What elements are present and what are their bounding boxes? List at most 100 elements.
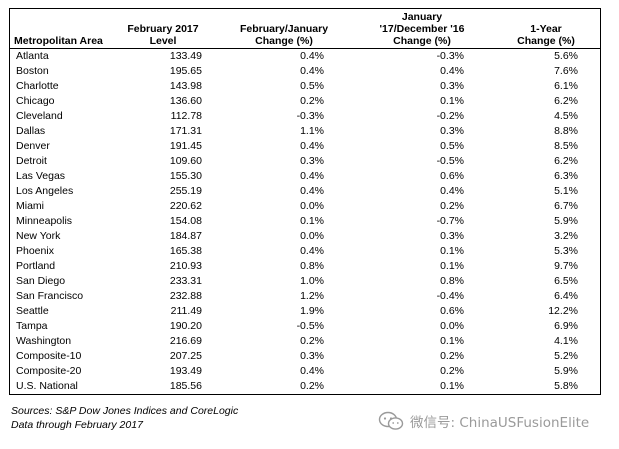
cell-area: Tampa <box>16 320 48 332</box>
cell-dec-change: 0.5% <box>440 140 464 152</box>
cell-mom-change: 0.2% <box>300 95 324 107</box>
cell-area: Cleveland <box>16 110 63 122</box>
cell-level: 184.87 <box>169 230 202 242</box>
cell-yoy-change: 5.6% <box>554 50 578 62</box>
cell-area: San Francisco <box>16 290 84 302</box>
table-row: Phoenix 165.38 0.4% 0.1% 5.3% <box>10 244 600 259</box>
table-row: San Francisco 232.88 1.2% -0.4% 6.4% <box>10 289 600 304</box>
footnote: Sources: S&P Dow Jones Indices and CoreL… <box>11 404 238 432</box>
cell-yoy-change: 5.8% <box>554 380 578 392</box>
table-row: Composite-10 207.25 0.3% 0.2% 5.2% <box>10 349 600 364</box>
cell-yoy-change: 5.9% <box>554 215 578 227</box>
cell-dec-change: 0.3% <box>440 125 464 137</box>
cell-dec-change: 0.6% <box>440 170 464 182</box>
cell-mom-change: 0.4% <box>300 65 324 77</box>
cell-dec-change: 0.1% <box>440 245 464 257</box>
cell-level: 232.88 <box>169 290 202 302</box>
cell-yoy-change: 5.2% <box>554 350 578 362</box>
cell-level: 185.56 <box>169 380 202 392</box>
cell-level: 193.49 <box>169 365 202 377</box>
cell-mom-change: 0.2% <box>300 335 324 347</box>
cell-level: 216.69 <box>169 335 202 347</box>
table-row: Atlanta 133.49 0.4% -0.3% 5.6% <box>10 49 600 65</box>
table-row: Portland 210.93 0.8% 0.1% 9.7% <box>10 259 600 274</box>
cell-mom-change: -0.5% <box>296 320 324 332</box>
cell-dec-change: -0.7% <box>436 215 464 227</box>
cell-level: 233.31 <box>169 275 202 287</box>
cell-yoy-change: 4.1% <box>554 335 578 347</box>
header-mom-change: February/January Change (%) <box>216 9 352 49</box>
cell-area: Denver <box>16 140 50 152</box>
cell-area: Seattle <box>16 305 49 317</box>
cell-mom-change: 0.3% <box>300 350 324 362</box>
table-row: Cleveland 112.78 -0.3% -0.2% 4.5% <box>10 109 600 124</box>
cell-mom-change: 0.4% <box>300 170 324 182</box>
cell-level: 154.08 <box>169 215 202 227</box>
cell-mom-change: 0.0% <box>300 230 324 242</box>
table-row: San Diego 233.31 1.0% 0.8% 6.5% <box>10 274 600 289</box>
cell-area: Los Angeles <box>16 185 74 197</box>
wechat-icon <box>378 411 404 430</box>
cell-area: Charlotte <box>16 80 59 92</box>
cell-mom-change: 1.0% <box>300 275 324 287</box>
table-row: Washington 216.69 0.2% 0.1% 4.1% <box>10 334 600 349</box>
cell-yoy-change: 6.2% <box>554 95 578 107</box>
cell-mom-change: 0.3% <box>300 155 324 167</box>
home-price-table: Metropolitan Area February 2017 Level Fe… <box>9 8 601 395</box>
table-row: Composite-20 193.49 0.4% 0.2% 5.9% <box>10 364 600 379</box>
table-row: Seattle 211.49 1.9% 0.6% 12.2% <box>10 304 600 319</box>
cell-area: Miami <box>16 200 44 212</box>
header-dec-change: January '17/December '16 Change (%) <box>352 9 492 49</box>
cell-yoy-change: 6.2% <box>554 155 578 167</box>
cell-yoy-change: 7.6% <box>554 65 578 77</box>
cell-level: 155.30 <box>169 170 202 182</box>
cell-dec-change: 0.2% <box>440 350 464 362</box>
cell-area: Las Vegas <box>16 170 66 182</box>
cell-level: 171.31 <box>169 125 202 137</box>
cell-yoy-change: 3.2% <box>554 230 578 242</box>
cell-level: 207.25 <box>169 350 202 362</box>
header-area: Metropolitan Area <box>10 9 110 49</box>
table-row: Dallas 171.31 1.1% 0.3% 8.8% <box>10 124 600 139</box>
cell-dec-change: 0.4% <box>440 65 464 77</box>
cell-mom-change: 0.2% <box>300 380 324 392</box>
cell-level: 220.62 <box>169 200 202 212</box>
table-row: Minneapolis 154.08 0.1% -0.7% 5.9% <box>10 214 600 229</box>
cell-dec-change: 0.0% <box>440 320 464 332</box>
cell-dec-change: -0.5% <box>436 155 464 167</box>
cell-mom-change: 1.1% <box>300 125 324 137</box>
cell-mom-change: 0.4% <box>300 140 324 152</box>
sources-text: Sources: S&P Dow Jones Indices and CoreL… <box>11 405 239 417</box>
cell-mom-change: 0.4% <box>300 245 324 257</box>
table-row: Denver 191.45 0.4% 0.5% 8.5% <box>10 139 600 154</box>
header-row: Metropolitan Area February 2017 Level Fe… <box>10 9 600 49</box>
cell-area: New York <box>16 230 61 242</box>
cell-mom-change: 0.1% <box>300 215 324 227</box>
header-level: February 2017 Level <box>110 9 216 49</box>
cell-yoy-change: 8.5% <box>554 140 578 152</box>
cell-area: San Diego <box>16 275 66 287</box>
header-yoy-change: 1-Year Change (%) <box>492 9 600 49</box>
cell-area: Atlanta <box>16 50 49 62</box>
cell-dec-change: 0.3% <box>440 230 464 242</box>
cell-mom-change: 0.8% <box>300 260 324 272</box>
cell-dec-change: 0.2% <box>440 365 464 377</box>
table-row: New York 184.87 0.0% 0.3% 3.2% <box>10 229 600 244</box>
cell-yoy-change: 6.7% <box>554 200 578 212</box>
table-row: Las Vegas 155.30 0.4% 0.6% 6.3% <box>10 169 600 184</box>
cell-yoy-change: 9.7% <box>554 260 578 272</box>
cell-level: 211.49 <box>170 305 202 317</box>
table-row: Chicago 136.60 0.2% 0.1% 6.2% <box>10 94 600 109</box>
table-row: Detroit 109.60 0.3% -0.5% 6.2% <box>10 154 600 169</box>
cell-level: 143.98 <box>169 80 202 92</box>
cell-yoy-change: 4.5% <box>554 110 578 122</box>
cell-yoy-change: 6.1% <box>554 80 578 92</box>
cell-area: Washington <box>16 335 72 347</box>
cell-mom-change: 1.9% <box>300 305 324 317</box>
cell-yoy-change: 6.5% <box>554 275 578 287</box>
cell-level: 133.49 <box>169 50 202 62</box>
cell-area: Dallas <box>16 125 46 137</box>
cell-mom-change: 0.5% <box>300 80 324 92</box>
cell-area: Phoenix <box>16 245 54 257</box>
cell-mom-change: 1.2% <box>300 290 324 302</box>
